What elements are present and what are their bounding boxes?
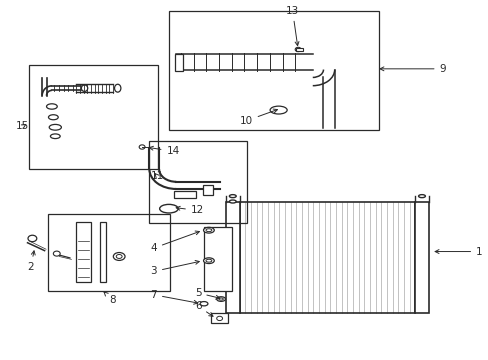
Bar bbox=[100, 222, 105, 282]
Bar bbox=[173, 191, 195, 198]
Text: 5: 5 bbox=[194, 288, 219, 299]
Bar bbox=[239, 202, 414, 313]
Bar bbox=[203, 185, 212, 195]
Text: 2: 2 bbox=[27, 251, 35, 272]
Circle shape bbox=[295, 47, 301, 51]
Text: 6: 6 bbox=[194, 301, 213, 316]
Ellipse shape bbox=[159, 204, 178, 213]
Bar bbox=[414, 202, 428, 313]
Text: 13: 13 bbox=[285, 6, 299, 46]
Ellipse shape bbox=[269, 106, 286, 114]
Bar bbox=[211, 314, 228, 323]
Ellipse shape bbox=[418, 195, 425, 198]
Text: 3: 3 bbox=[150, 260, 199, 276]
Circle shape bbox=[53, 251, 60, 256]
Text: 1: 1 bbox=[434, 247, 482, 257]
Text: 15: 15 bbox=[16, 121, 29, 131]
Ellipse shape bbox=[216, 297, 225, 301]
Text: 14: 14 bbox=[149, 146, 180, 156]
Ellipse shape bbox=[200, 302, 207, 306]
Circle shape bbox=[28, 235, 37, 242]
Ellipse shape bbox=[48, 115, 58, 120]
Text: 12: 12 bbox=[176, 206, 203, 216]
Text: 10: 10 bbox=[239, 109, 277, 126]
Ellipse shape bbox=[219, 298, 223, 300]
Ellipse shape bbox=[114, 84, 121, 92]
Ellipse shape bbox=[203, 258, 214, 264]
Bar bbox=[76, 222, 91, 282]
Ellipse shape bbox=[116, 255, 122, 258]
Ellipse shape bbox=[203, 227, 214, 233]
Ellipse shape bbox=[205, 259, 211, 262]
Bar bbox=[295, 48, 303, 50]
Ellipse shape bbox=[50, 134, 60, 139]
Circle shape bbox=[216, 316, 222, 320]
Bar bbox=[203, 226, 232, 291]
Text: 4: 4 bbox=[150, 231, 199, 253]
Ellipse shape bbox=[81, 85, 87, 91]
Text: 7: 7 bbox=[150, 290, 197, 304]
Circle shape bbox=[139, 145, 145, 149]
Text: 11: 11 bbox=[151, 171, 164, 181]
Ellipse shape bbox=[229, 200, 236, 203]
Text: 8: 8 bbox=[104, 292, 115, 305]
Bar bbox=[175, 54, 182, 71]
Bar bbox=[48, 214, 170, 291]
Ellipse shape bbox=[229, 195, 236, 198]
Ellipse shape bbox=[49, 125, 61, 130]
Ellipse shape bbox=[113, 252, 125, 260]
Bar bbox=[225, 202, 239, 313]
Ellipse shape bbox=[46, 104, 57, 109]
Bar bbox=[149, 140, 246, 223]
Bar bbox=[168, 12, 378, 130]
Ellipse shape bbox=[205, 229, 211, 231]
Text: 9: 9 bbox=[379, 64, 445, 74]
Bar bbox=[29, 65, 158, 169]
